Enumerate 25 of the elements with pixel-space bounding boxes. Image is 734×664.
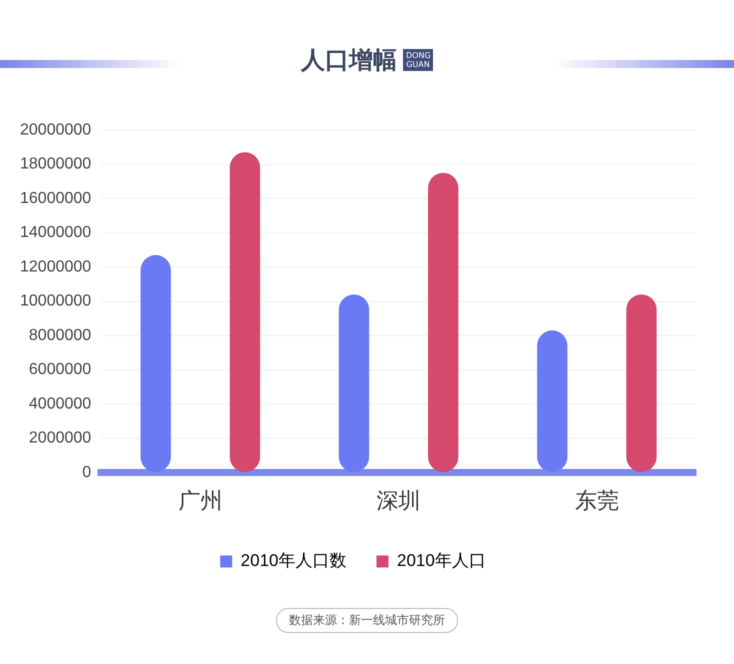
source-note: 数据来源：新一线城市研究所 xyxy=(276,608,458,633)
y-tick-label: 2000000 xyxy=(28,430,92,447)
bar xyxy=(626,294,657,472)
bar xyxy=(338,294,370,472)
chart-subtitle: DONG GUAN xyxy=(403,49,433,71)
x-tick-label: 深圳 xyxy=(376,488,421,513)
chart-title: 人口增幅 xyxy=(301,46,397,74)
y-tick-label: 14000000 xyxy=(20,224,92,242)
y-tick-label: 8000000 xyxy=(28,326,92,344)
legend-label: 2010年人口数 xyxy=(240,551,347,570)
y-tick-label: 16000000 xyxy=(20,190,92,207)
bar xyxy=(140,255,171,472)
y-tick-label: 6000000 xyxy=(28,361,92,378)
bar xyxy=(230,152,260,472)
bar xyxy=(428,172,458,472)
y-tick-label: 20000000 xyxy=(20,121,92,138)
y-tick-label: 12000000 xyxy=(20,258,92,276)
y-tick-label: 4000000 xyxy=(28,395,92,412)
x-tick-label: 广州 xyxy=(178,488,222,513)
y-tick-label: 18000000 xyxy=(20,156,92,173)
x-tick-label: 东莞 xyxy=(574,488,619,513)
y-tick-label: 10000000 xyxy=(20,292,92,310)
y-tick-label: 0 xyxy=(82,464,92,482)
bar xyxy=(537,330,568,472)
legend-label: 2010年人口 xyxy=(397,551,486,570)
